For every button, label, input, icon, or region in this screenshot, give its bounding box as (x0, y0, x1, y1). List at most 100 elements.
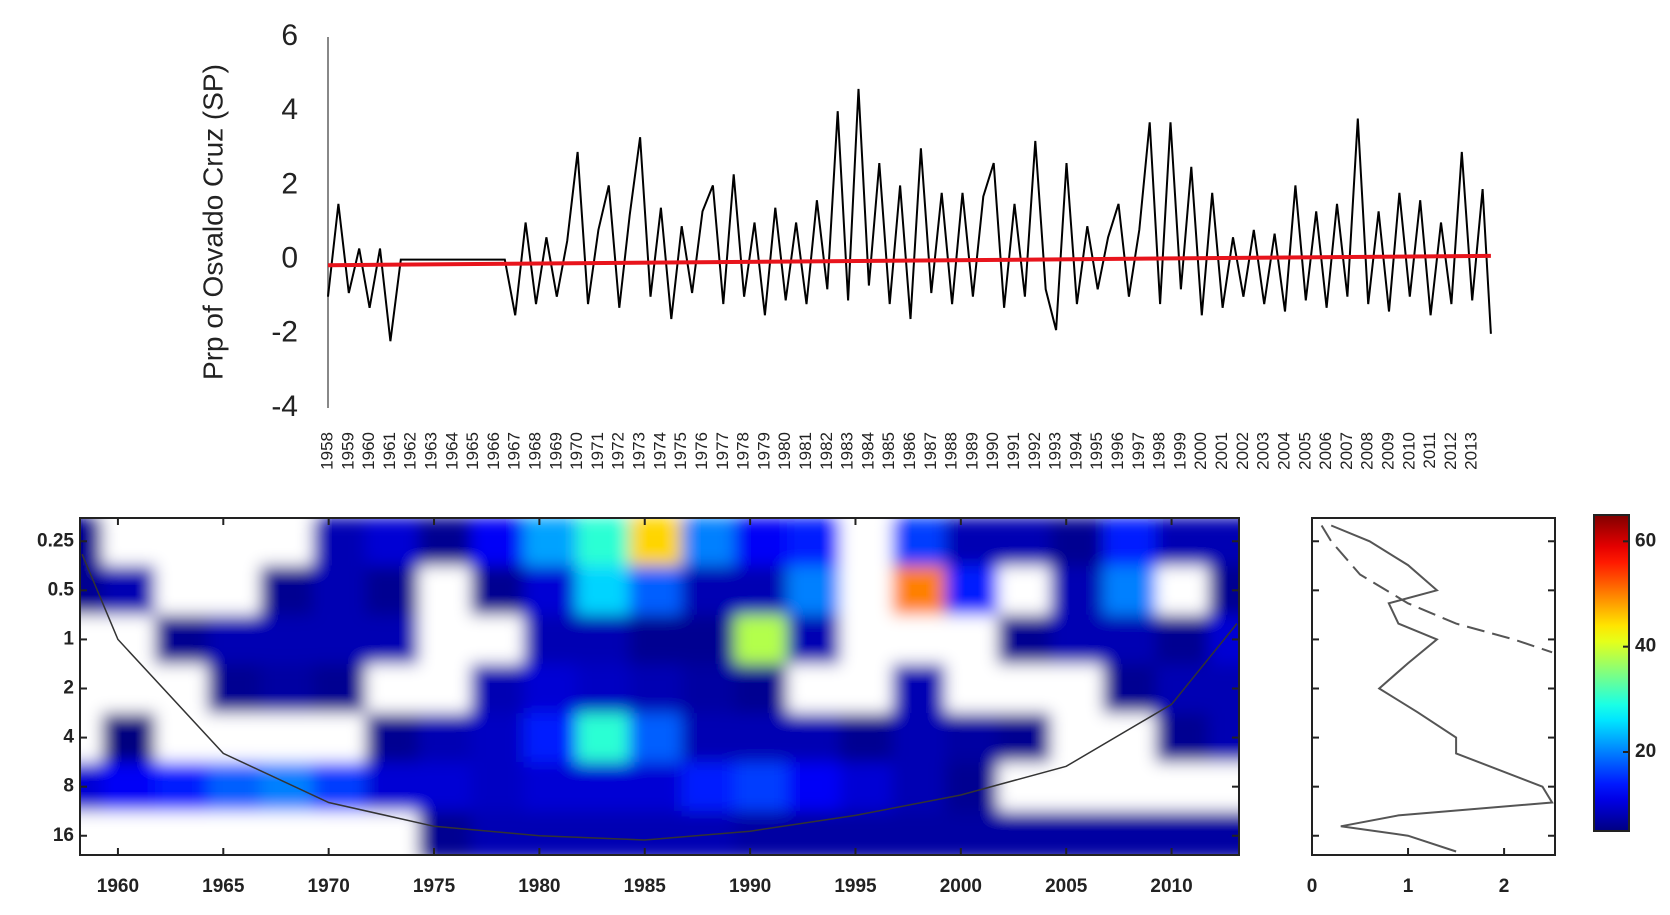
x-tick-label: 2010 (1399, 432, 1418, 470)
power-cell (945, 614, 999, 665)
power-cell (418, 762, 472, 812)
power-cell (365, 565, 419, 616)
x-tick-label: 1978 (734, 432, 753, 470)
x-tick-label: 2011 (1420, 432, 1439, 469)
y-tick-label: 4 (281, 93, 298, 126)
power-cell (839, 614, 893, 665)
power-cell (102, 663, 156, 714)
x-tick-label: 1964 (442, 432, 461, 470)
power-cell (523, 518, 577, 567)
data-line (327, 88, 1492, 342)
power-cell (1155, 811, 1209, 855)
power-cell (418, 518, 472, 567)
colorbar-tick-label: 60 (1635, 530, 1656, 551)
power-cell (786, 762, 841, 812)
power-cell (102, 565, 156, 616)
power-cell (1103, 614, 1157, 665)
x-tick-label: 2012 (1441, 432, 1460, 470)
x-tick-label: 1958 (317, 432, 336, 470)
x-tick-label: 1990 (729, 876, 771, 897)
power-cell (1155, 614, 1209, 665)
power-cell (892, 663, 946, 714)
power-cell (523, 614, 577, 665)
power-cell (1050, 614, 1104, 665)
power-cell (1103, 565, 1157, 616)
x-tick-label: 1988 (942, 432, 961, 470)
power-cell (576, 518, 630, 567)
power-cell (1103, 518, 1157, 567)
power-cell (945, 518, 999, 567)
x-tick-label: 1961 (380, 432, 399, 470)
power-cell (418, 811, 472, 855)
x-tick-label: 2002 (1233, 432, 1252, 470)
x-tick-label: 2013 (1462, 432, 1481, 470)
power-cell (523, 811, 577, 855)
power-cell (260, 762, 314, 812)
x-tick-label: 2008 (1358, 432, 1377, 470)
power-cell (892, 614, 946, 665)
power-cell (628, 811, 683, 855)
x-tick-label: 1986 (900, 432, 919, 470)
x-tick-label: 1982 (817, 432, 836, 470)
power-cell (102, 518, 156, 567)
x-tick-label: 1983 (838, 432, 857, 470)
x-tick-label: 1976 (692, 432, 711, 470)
power-field (80, 518, 1239, 855)
power-cell (80, 713, 103, 763)
power-cell (154, 811, 208, 855)
x-tick-label: 1975 (671, 432, 690, 470)
x-tick-label: 1973 (630, 432, 649, 470)
power-cell (80, 518, 103, 567)
power-cell (839, 762, 893, 812)
power-cell (786, 518, 841, 567)
x-tick-label: 1995 (834, 876, 877, 897)
x-tick-label: 1969 (546, 432, 565, 470)
power-cell (576, 713, 630, 763)
power-cell (207, 762, 261, 812)
power-cell (80, 565, 103, 616)
power-cell (260, 565, 314, 616)
power-cell (681, 614, 735, 665)
y-tick-label: 0 (281, 242, 298, 275)
power-cell (418, 614, 472, 665)
power-cell (154, 713, 208, 763)
power-cell (576, 762, 630, 812)
power-cell (102, 811, 156, 855)
significance-line (1320, 524, 1553, 654)
x-tick-label: 1963 (422, 432, 441, 470)
power-cell (207, 565, 261, 616)
power-cell (997, 663, 1051, 714)
power-cell (1050, 565, 1104, 616)
x-tick-label: 1992 (1025, 432, 1044, 470)
y-tick-label: 0.25 (37, 530, 74, 551)
power-cell (945, 565, 999, 616)
x-tick-label: 1990 (983, 432, 1002, 470)
power-cell (997, 614, 1051, 665)
power-cell (1155, 713, 1209, 763)
power-cell (523, 713, 577, 763)
power-cell (207, 811, 261, 855)
power-cell (312, 762, 367, 812)
power-cell (628, 614, 683, 665)
power-cell (80, 811, 103, 855)
power-cell (997, 713, 1051, 763)
colorbar (1593, 514, 1630, 832)
power-cell (365, 811, 419, 855)
power-cell (892, 762, 946, 812)
x-tick-label: 2 (1499, 876, 1510, 897)
y-tick-label: 0.5 (48, 579, 75, 600)
power-cell (576, 565, 630, 616)
x-tick-label: 1985 (879, 432, 898, 470)
power-cell (892, 713, 946, 763)
x-tick-label: 1995 (1087, 432, 1106, 470)
y-tick-label: -4 (271, 390, 298, 423)
y-tick-label: 8 (63, 776, 74, 797)
x-tick-label: 1960 (97, 876, 139, 897)
power-cell (681, 663, 735, 714)
x-tick-label: 1974 (650, 432, 669, 470)
x-tick-label: 2001 (1212, 432, 1231, 470)
x-tick-label: 1975 (413, 876, 456, 897)
power-cell (892, 811, 946, 855)
power-cell (365, 614, 419, 665)
